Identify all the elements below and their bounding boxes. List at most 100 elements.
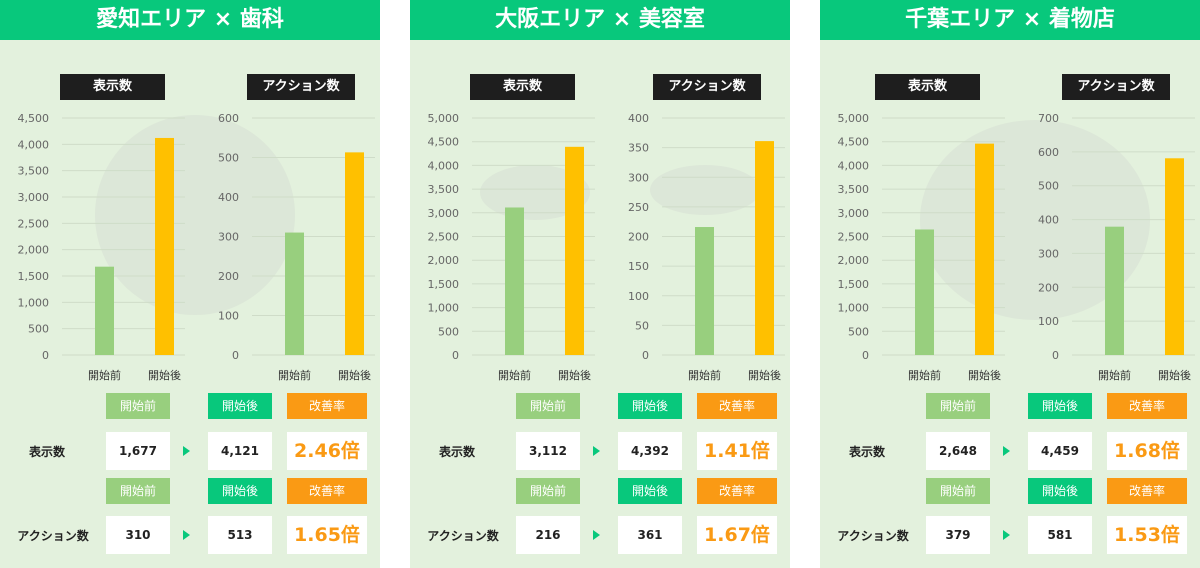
y-tick-label: 5,000 — [428, 112, 460, 125]
y-tick-label: 1,000 — [428, 302, 460, 315]
actions-rate-value: 1.67倍 — [697, 516, 777, 554]
y-tick-label: 4,000 — [18, 138, 50, 151]
y-tick-label: 200 — [218, 270, 239, 283]
y-tick-label: 600 — [1038, 146, 1059, 159]
bar-after — [565, 146, 584, 355]
y-tick-label: 3,000 — [428, 207, 460, 220]
y-tick-label: 600 — [218, 112, 239, 125]
impressions-rate-value: 2.46倍 — [287, 432, 367, 470]
actions-bar-chart: 0 100 200 300 400 500 600 700 開始前 開始後 — [1038, 112, 1195, 382]
actions-rate-value: 1.53倍 — [1107, 516, 1187, 554]
y-tick-label: 50 — [635, 319, 649, 332]
x-category-label: 開始後 — [338, 368, 371, 382]
y-tick-label: 3,500 — [428, 183, 460, 196]
arrow-right-icon — [183, 446, 190, 456]
header-rate-1: 改善率 — [697, 393, 777, 419]
panel-aichi-dental: 愛知エリア × 歯科 表示数 アクション数 0 500 1,000 1,500 2,00… — [0, 0, 380, 568]
header-after-2: 開始後 — [618, 478, 682, 504]
bar-before — [505, 207, 524, 355]
header-after-1: 開始後 — [208, 393, 272, 419]
y-tick-label: 4,500 — [428, 136, 460, 149]
row-label-impressions: 表示数 — [28, 445, 65, 459]
y-tick-label: 100 — [218, 310, 239, 323]
y-tick-label: 500 — [28, 323, 49, 336]
header-before-2: 開始前 — [926, 478, 990, 504]
y-tick-label: 1,000 — [838, 302, 870, 315]
header-after-1: 開始後 — [1028, 393, 1092, 419]
y-tick-label: 500 — [1038, 180, 1059, 193]
impressions-bar-chart: 0 500 1,000 1,500 2,000 2,500 3,000 3,500 4,000 4… — [18, 112, 185, 382]
y-tick-label: 200 — [628, 231, 649, 244]
actions-after-value: 581 — [1028, 516, 1092, 554]
bar-after — [755, 141, 774, 355]
y-tick-label: 500 — [438, 325, 459, 338]
y-tick-label: 200 — [1038, 281, 1059, 294]
actions-chart-label: アクション数 — [653, 74, 761, 100]
y-tick-label: 3,500 — [18, 165, 50, 178]
y-tick-label: 300 — [628, 171, 649, 184]
panel-chiba-kimono: 千葉エリア × 着物店 表示数 アクション数 0 500 1,000 1,500 2,0… — [820, 0, 1200, 568]
row-label-impressions: 表示数 — [848, 445, 885, 459]
y-tick-label: 400 — [1038, 214, 1059, 227]
y-tick-label: 500 — [848, 325, 869, 338]
y-tick-label: 3,000 — [838, 207, 870, 220]
y-tick-label: 2,000 — [838, 254, 870, 267]
y-tick-label: 1,500 — [428, 278, 460, 291]
impressions-bar-chart: 0 500 1,000 1,500 2,000 2,500 3,000 3,500 4,000 4… — [428, 112, 595, 382]
y-tick-label: 300 — [1038, 247, 1059, 260]
row-label-actions: アクション数 — [17, 529, 89, 543]
y-tick-label: 0 — [232, 349, 239, 362]
panel-title: 千葉エリア × 着物店 — [820, 0, 1200, 40]
impressions-after-value: 4,459 — [1028, 432, 1092, 470]
header-rate-2: 改善率 — [697, 478, 777, 504]
y-tick-label: 1,000 — [18, 296, 50, 309]
impressions-before-value: 3,112 — [516, 432, 580, 470]
header-rate-1: 改善率 — [1107, 393, 1187, 419]
arrow-right-icon — [1003, 446, 1010, 456]
actions-rate-value: 1.65倍 — [287, 516, 367, 554]
bar-after — [155, 137, 174, 355]
impressions-rate-value: 1.41倍 — [697, 432, 777, 470]
y-tick-label: 250 — [628, 201, 649, 214]
x-category-label: 開始後 — [558, 368, 591, 382]
impressions-chart-label: 表示数 — [470, 74, 575, 100]
actions-after-value: 361 — [618, 516, 682, 554]
impressions-chart-label: 表示数 — [875, 74, 980, 100]
x-category-label: 開始後 — [1158, 368, 1191, 382]
panel-osaka-salon: 大阪エリア × 美容室 表示数 アクション数 0 500 1,000 1,500 2,0… — [410, 0, 790, 568]
y-tick-label: 400 — [218, 191, 239, 204]
watermark-shape — [95, 115, 295, 315]
y-tick-label: 100 — [628, 290, 649, 303]
bar-after — [975, 143, 994, 355]
actions-chart-label: アクション数 — [1062, 74, 1170, 100]
y-tick-label: 150 — [628, 260, 649, 273]
header-after-2: 開始後 — [1028, 478, 1092, 504]
y-tick-label: 3,500 — [838, 183, 870, 196]
y-tick-label: 300 — [218, 231, 239, 244]
y-tick-label: 400 — [628, 112, 649, 125]
row-label-actions: アクション数 — [427, 529, 499, 543]
impressions-after-value: 4,392 — [618, 432, 682, 470]
impressions-chart-label: 表示数 — [60, 74, 165, 100]
y-tick-label: 0 — [1052, 349, 1059, 362]
panel-title: 大阪エリア × 美容室 — [410, 0, 790, 40]
bar-before — [695, 227, 714, 355]
y-tick-label: 1,500 — [838, 278, 870, 291]
x-category-label: 開始前 — [688, 368, 721, 382]
y-tick-label: 4,500 — [18, 112, 50, 125]
y-tick-label: 4,000 — [428, 159, 460, 172]
x-category-label: 開始前 — [498, 368, 531, 382]
arrow-right-icon — [593, 446, 600, 456]
y-tick-label: 0 — [42, 349, 49, 362]
arrow-right-icon — [183, 530, 190, 540]
y-tick-label: 2,500 — [838, 231, 870, 244]
y-tick-label: 2,500 — [428, 231, 460, 244]
arrow-right-icon — [593, 530, 600, 540]
header-before-1: 開始前 — [926, 393, 990, 419]
actions-bar-chart: 0 50 100 150 200 250 300 350 400 開始前 開始後 — [628, 112, 785, 382]
header-before-2: 開始前 — [106, 478, 170, 504]
x-category-label: 開始前 — [1098, 368, 1131, 382]
row-label-impressions: 表示数 — [438, 445, 475, 459]
actions-before-value: 379 — [926, 516, 990, 554]
header-rate-1: 改善率 — [287, 393, 367, 419]
